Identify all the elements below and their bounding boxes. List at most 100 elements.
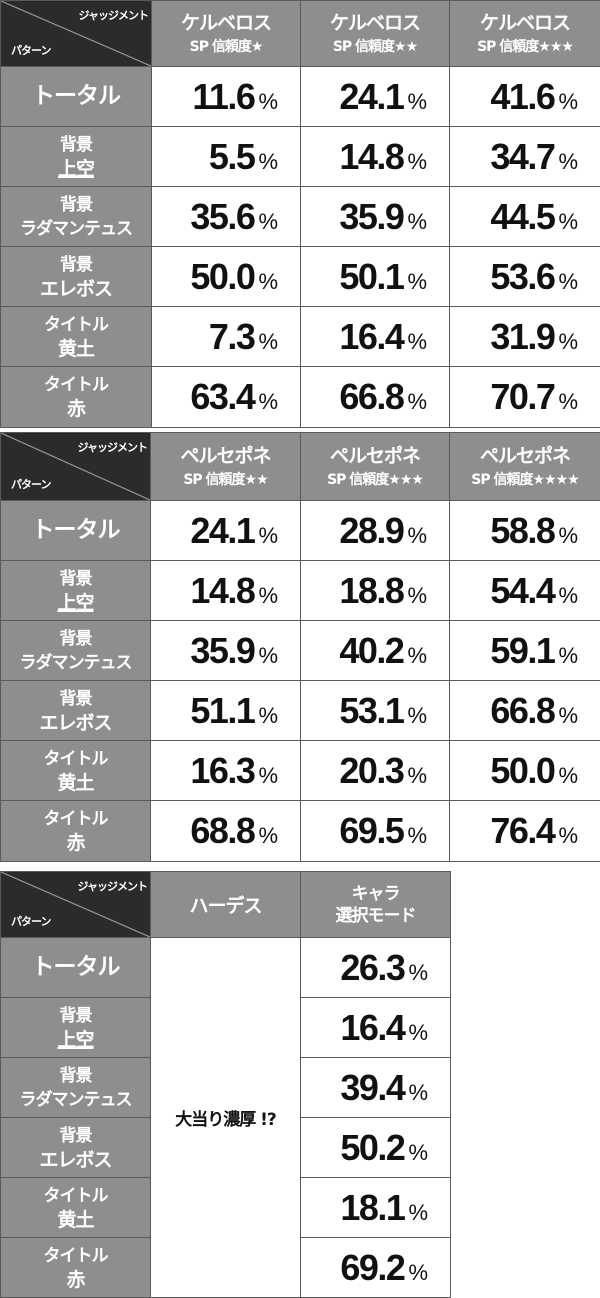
percent-value: 54.4 xyxy=(490,570,554,611)
percent-value: 40.2 xyxy=(339,630,403,671)
value-cell: 34.7% xyxy=(450,127,600,187)
cell-text: タイトル xyxy=(1,747,150,771)
percent-value: 14.8 xyxy=(339,136,403,177)
value-cell: 39.4% xyxy=(301,1058,451,1118)
value-cell: 40.2% xyxy=(301,621,450,681)
cell-text: ケルベロス xyxy=(152,10,300,36)
value-cell: 26.3% xyxy=(301,938,451,998)
value-cell: 76.4% xyxy=(450,801,600,862)
percent-sign: % xyxy=(258,89,278,114)
percent-sign: % xyxy=(258,149,278,174)
percent-value: 69.5 xyxy=(339,810,403,851)
value-cell: 68.8% xyxy=(151,801,301,862)
percent-sign: % xyxy=(407,89,427,114)
value-cell: 14.8% xyxy=(151,561,301,621)
percent-sign: % xyxy=(407,703,427,728)
pattern-label: パターン xyxy=(11,913,50,929)
percent-sign: % xyxy=(558,823,578,848)
cell-text: 赤 xyxy=(1,1268,150,1292)
cell-text: 背景 xyxy=(1,1124,150,1148)
percent-value: 35.9 xyxy=(190,630,254,671)
percent-value: 59.1 xyxy=(490,630,554,671)
value-cell: 58.8% xyxy=(450,501,600,561)
cell-text: タイトル xyxy=(1,313,151,337)
percent-value: 16.3 xyxy=(190,750,254,791)
cell-text: 上空 xyxy=(1,157,151,181)
cell-text: 背景 xyxy=(1,193,151,217)
percent-value: 51.1 xyxy=(190,690,254,731)
cell-text: 背景 xyxy=(1,1004,150,1028)
value-cell: 70.7% xyxy=(450,367,600,428)
table-row: 背景上空 5.5% 14.8% 34.7% xyxy=(1,127,600,187)
cell-text: 黄土 xyxy=(1,337,151,361)
cell-text: 背景 xyxy=(1,627,150,651)
table-row: トータル 24.1% 28.9% 58.8% xyxy=(1,501,600,561)
percent-value: 44.5 xyxy=(490,196,554,237)
value-cell: 50.2% xyxy=(301,1118,451,1178)
percent-value: 24.1 xyxy=(339,76,403,117)
value-cell: 66.8% xyxy=(301,367,450,428)
percent-value: 35.6 xyxy=(190,196,254,237)
cell-text: タイトル xyxy=(1,1244,150,1268)
percent-sign: % xyxy=(258,269,278,294)
value-cell: 35.6% xyxy=(152,187,301,247)
percent-value: 7.3 xyxy=(209,316,255,357)
value-cell: 44.5% xyxy=(450,187,600,247)
cell-text: 背景 xyxy=(1,687,150,711)
cell-text: 背景 xyxy=(1,133,151,157)
percent-value: 20.3 xyxy=(339,750,403,791)
hades-table: ジャッジメント パターン ハーデス キャラ選択モード トータル 大当り濃厚 !?… xyxy=(0,871,451,1298)
cell-text: 上空 xyxy=(1,1028,150,1052)
cell-text: ケルベロス xyxy=(301,10,449,36)
value-cell: 53.1% xyxy=(301,681,450,741)
cell-text: エレボス xyxy=(1,277,151,301)
percent-sign: % xyxy=(258,703,278,728)
row-header-bg-sky: 背景上空 xyxy=(1,998,151,1058)
value-cell: 50.0% xyxy=(152,247,301,307)
percent-sign: % xyxy=(258,823,278,848)
percent-sign: % xyxy=(408,1260,428,1285)
percent-sign: % xyxy=(408,1140,428,1165)
percent-value: 11.6 xyxy=(192,76,254,117)
cell-text: エレボス xyxy=(1,1148,150,1172)
percent-value: 16.4 xyxy=(340,1007,404,1048)
row-header-title-ocher: タイトル黄土 xyxy=(1,307,152,367)
value-cell: 35.9% xyxy=(151,621,301,681)
percent-value: 58.8 xyxy=(490,510,554,551)
percent-value: 53.6 xyxy=(490,256,554,297)
row-header-total: トータル xyxy=(1,938,151,998)
cell-text: 選択モード xyxy=(301,905,450,927)
value-cell: 18.1% xyxy=(301,1178,451,1238)
value-cell: 16.4% xyxy=(301,307,450,367)
percent-value: 66.8 xyxy=(339,376,403,417)
percent-sign: % xyxy=(558,523,578,548)
percent-value: 66.8 xyxy=(490,690,554,731)
judgment-label: ジャッジメント xyxy=(78,878,147,894)
cell-text: SP 信頼度★★★ xyxy=(301,469,449,491)
cell-text: SP 信頼度★★ xyxy=(151,469,300,491)
row-header-bg-rhadamanthys: 背景ラダマンテュス xyxy=(1,1058,151,1118)
percent-sign: % xyxy=(407,643,427,668)
cell-text: トータル xyxy=(32,517,120,543)
value-cell: 14.8% xyxy=(301,127,450,187)
table-row: 背景上空 14.8% 18.8% 54.4% xyxy=(1,561,600,621)
value-cell: 50.0% xyxy=(450,741,600,801)
value-cell: 69.5% xyxy=(301,801,450,862)
cell-text: エレボス xyxy=(1,711,150,735)
percent-sign: % xyxy=(258,763,278,788)
row-header-total: トータル xyxy=(1,67,152,127)
percent-sign: % xyxy=(408,1200,428,1225)
percent-sign: % xyxy=(258,523,278,548)
value-cell: 28.9% xyxy=(301,501,450,561)
column-header-character-select: キャラ選択モード xyxy=(301,872,451,938)
table-row: 背景エレボス 50.0% 50.1% 53.6% xyxy=(1,247,600,307)
percent-sign: % xyxy=(407,763,427,788)
cell-text: ラダマンテュス xyxy=(1,217,151,241)
cell-text: SP 信頼度★★★ xyxy=(450,36,600,58)
percent-value: 34.7 xyxy=(490,136,554,177)
